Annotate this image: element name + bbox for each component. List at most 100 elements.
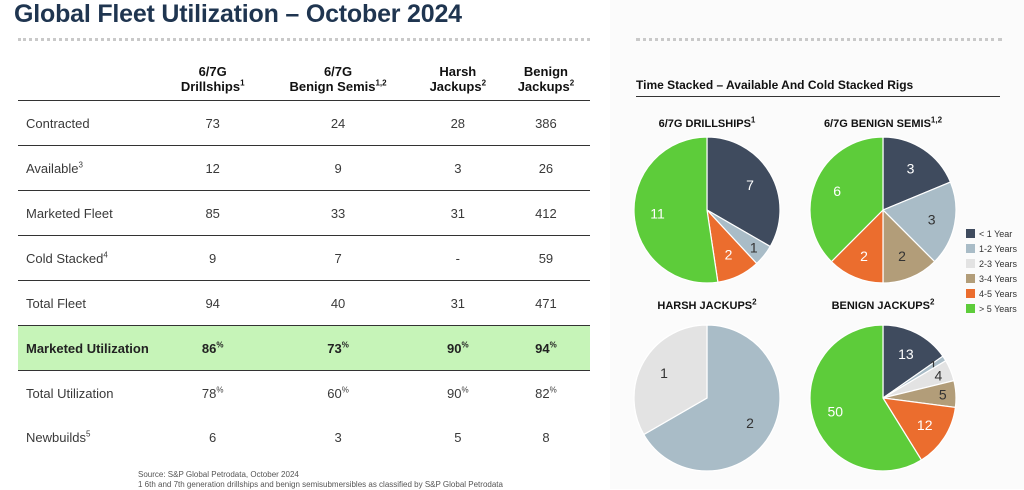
pie-title-footnote: 1,2: [930, 115, 943, 125]
cell-value: 386: [535, 115, 557, 131]
table-row: Newbuilds5 6 3 5 8: [18, 415, 590, 459]
pie-slice: [881, 397, 957, 461]
footnote-1: 1 6th and 7th generation drillships and …: [138, 480, 503, 489]
percent-sign: %: [216, 385, 224, 395]
pie-title-text: 6/7G BENIGN SEMIS: [823, 118, 931, 130]
table-cell: 73: [163, 100, 263, 146]
pie-data-label: 4: [935, 367, 943, 383]
column-header-footnote: 2: [481, 78, 487, 88]
column-header-line2: Drillships: [180, 79, 241, 94]
table-row: Marketed Fleet 85 33 31 412: [18, 190, 590, 236]
pie-data-label: 6: [833, 183, 841, 199]
column-header-footnote: 1: [240, 78, 245, 88]
column-header-line2: Jackups: [429, 79, 482, 94]
table-cell: 31: [413, 280, 502, 326]
pie-slice: [882, 324, 944, 400]
cell-value: 33: [330, 205, 346, 221]
pie-title-footnote: 2: [752, 297, 757, 307]
footnotes: Source: S&P Global Petrodata, October 20…: [138, 470, 503, 490]
pie-chart: 3 3 2 2 6: [809, 136, 957, 284]
legend-swatch: [966, 304, 975, 313]
pie-data-label: 7: [746, 177, 754, 193]
cell-value: 59: [538, 250, 554, 266]
legend-label: 2-3 Years: [979, 258, 1018, 269]
column-header-line1: Benign: [523, 64, 568, 79]
pie-title-text: BENIGN JACKUPS: [831, 300, 930, 312]
table-cell: 6: [163, 415, 262, 459]
percent-sign: %: [461, 340, 469, 350]
pie-title-footnote: 2: [929, 297, 935, 307]
legend-swatch: [966, 229, 975, 238]
cell-value: -: [455, 250, 460, 266]
pie-data-label: 2: [898, 248, 906, 264]
legend-swatch: [966, 274, 975, 283]
chart-title-underline: [636, 96, 1000, 97]
cell-value: 9: [209, 250, 217, 266]
column-header-line1: 6/7G: [323, 64, 353, 79]
row-label-text: Total Utilization: [26, 385, 114, 401]
table-cell: 7: [262, 235, 414, 281]
cell-value: 8: [542, 429, 550, 445]
cell-value: 31: [450, 205, 466, 221]
row-label: Total Fleet: [18, 280, 163, 326]
column-header-line1: Harsh: [439, 64, 477, 79]
pie-data-label: 2: [746, 415, 754, 431]
percent-sign: %: [461, 385, 469, 395]
row-label: Total Utilization: [18, 371, 163, 416]
table-cell: 94: [163, 280, 263, 326]
pie-legend: < 1 Year 1-2 Years 2-3 Years 3-4 Years 4-5 Y…: [966, 226, 1017, 316]
pie-data-label: 1: [750, 239, 758, 255]
pie-title-text: 6/7G DRILLSHIPS: [658, 118, 751, 130]
cell-value: 12: [205, 160, 220, 176]
table-cell: 78%: [163, 371, 262, 416]
chart-title: Time Stacked – Available And Cold Stacke…: [636, 78, 914, 92]
cell-value: 85: [205, 205, 220, 221]
pie-data-label: 50: [827, 404, 843, 420]
pie-slice: [642, 324, 781, 472]
column-header-line2: Jackups: [517, 79, 570, 94]
pie-data-label: 3: [928, 212, 936, 228]
column-header-footnote: 1,2: [375, 78, 387, 88]
cell-value: 7: [334, 250, 342, 266]
row-label-text: Total Fleet: [26, 295, 86, 311]
table-cell: 73%: [262, 325, 414, 371]
pie-data-label: 12: [917, 417, 933, 433]
legend-label: 4-5 Years: [979, 288, 1018, 299]
legend-entry: < 1 Year: [966, 226, 1017, 241]
table-cell: 86%: [163, 325, 263, 371]
column-header: Harsh Jackups2: [413, 50, 502, 101]
pie-title: HARSH JACKUPS2: [627, 297, 787, 312]
title-divider-right: [636, 38, 1002, 41]
percent-sign: %: [549, 340, 557, 350]
cell-value: 24: [330, 115, 346, 131]
cell-value: 60: [327, 385, 342, 401]
table-cell: 9: [163, 235, 263, 281]
pie-title: 6/7G DRILLSHIPS1: [627, 115, 787, 130]
pie-chart: 7 1 2 11: [633, 136, 781, 284]
pie-title-footnote: 1: [750, 115, 756, 125]
table-cell: 82%: [502, 371, 590, 416]
cell-value: 9: [334, 160, 342, 176]
table-row: Available3 12 9 3 26: [18, 145, 590, 191]
column-header-line1: 6/7G: [198, 64, 227, 79]
legend-swatch: [966, 244, 975, 253]
page-title: Global Fleet Utilization – October 2024: [14, 0, 462, 28]
table-header-row: 6/7G Drillships1 6/7G Benign Semis1,2 Ha…: [18, 50, 590, 101]
pie-title: BENIGN JACKUPS2: [803, 297, 963, 312]
table-row: Total Utilization 78% 60% 90% 82%: [18, 371, 590, 416]
table-cell: 31: [413, 190, 502, 236]
legend-label: < 1 Year: [979, 228, 1013, 239]
pie-chart: 13 14 5 12 50: [809, 324, 957, 472]
percent-sign: %: [216, 340, 224, 350]
table-cell: 3: [413, 145, 502, 191]
table-cell: 24: [262, 100, 414, 146]
cell-value: 40: [330, 295, 346, 311]
column-header-footnote: 2: [569, 78, 575, 88]
legend-label: 1-2 Years: [979, 243, 1018, 254]
cell-value: 3: [454, 160, 462, 176]
pie-slice: [633, 136, 719, 284]
row-label: Cold Stacked4: [18, 235, 163, 281]
table-cell: 3: [262, 415, 413, 459]
pie-slice: [809, 136, 884, 263]
table-cell: 40: [262, 280, 414, 326]
